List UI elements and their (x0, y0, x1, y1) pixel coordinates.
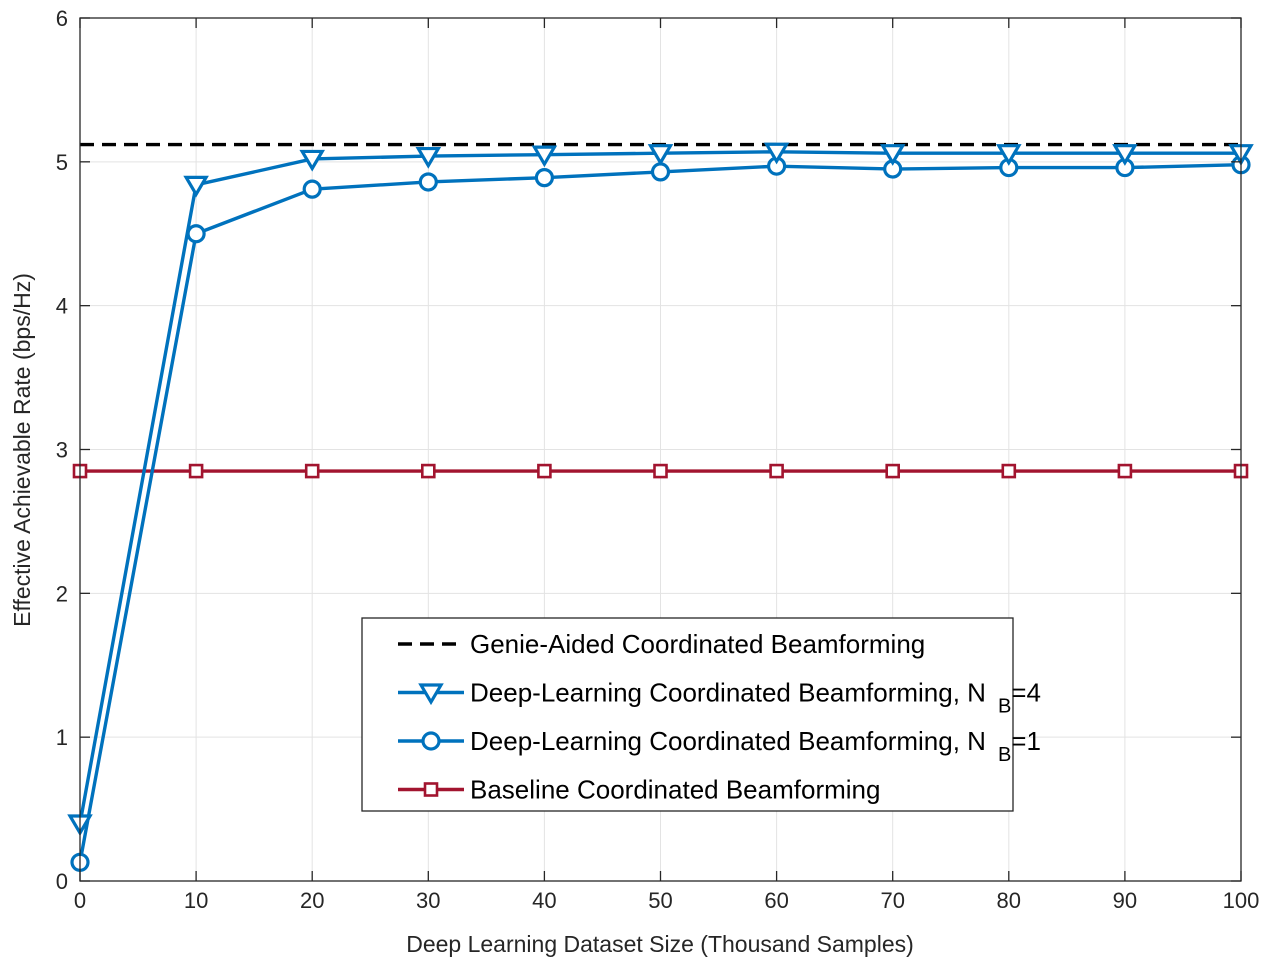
data-point-baseline (190, 465, 202, 477)
data-point-baseline (1119, 465, 1131, 477)
y-tick-label: 4 (56, 294, 68, 319)
data-point-dl1 (420, 174, 436, 190)
data-point-baseline (306, 465, 318, 477)
x-tick-label: 0 (74, 888, 86, 913)
data-point-baseline (655, 465, 667, 477)
legend-label-dl4: Deep-Learning Coordinated Beamforming, N (470, 678, 986, 708)
data-point-dl1 (653, 164, 669, 180)
data-point-dl1 (536, 170, 552, 186)
legend-item-baseline: Baseline Coordinated Beamforming (398, 775, 880, 805)
data-point-dl1 (188, 226, 204, 242)
data-point-baseline (538, 465, 550, 477)
x-tick-label: 10 (184, 888, 208, 913)
legend-label-subscript-dl4: B (998, 696, 1011, 718)
x-tick-label: 40 (532, 888, 556, 913)
x-tick-label: 30 (416, 888, 440, 913)
y-tick-label: 3 (56, 438, 68, 463)
data-point-baseline (1003, 465, 1015, 477)
legend-label-dl1: Deep-Learning Coordinated Beamforming, N (470, 726, 986, 756)
y-tick-label: 0 (56, 869, 68, 894)
x-tick-label: 90 (1113, 888, 1137, 913)
data-point-baseline (422, 465, 434, 477)
y-axis-label: Effective Achievable Rate (bps/Hz) (9, 273, 35, 627)
legend-label-genie: Genie-Aided Coordinated Beamforming (470, 629, 925, 659)
legend-marker-baseline (425, 784, 437, 796)
y-tick-label: 6 (56, 6, 68, 31)
legend-label-tail-dl4: =4 (1011, 678, 1041, 708)
x-tick-label: 100 (1223, 888, 1260, 913)
legend-label-subscript-dl1: B (998, 744, 1011, 766)
y-tick-label: 1 (56, 725, 68, 750)
data-point-baseline (887, 465, 899, 477)
y-tick-label: 2 (56, 581, 68, 606)
legend-marker-dl1 (423, 733, 439, 749)
legend-item-genie: Genie-Aided Coordinated Beamforming (398, 629, 925, 659)
y-tick-label: 5 (56, 150, 68, 175)
x-axis-label: Deep Learning Dataset Size (Thousand Sam… (406, 931, 914, 957)
legend: Genie-Aided Coordinated Beamforming Deep-… (362, 618, 1041, 811)
x-tick-label: 60 (764, 888, 788, 913)
x-tick-label: 80 (997, 888, 1021, 913)
data-point-baseline (771, 465, 783, 477)
x-tick-label: 70 (880, 888, 904, 913)
legend-label-tail-dl1: =1 (1011, 726, 1041, 756)
data-point-dl1 (304, 181, 320, 197)
legend-label-baseline: Baseline Coordinated Beamforming (470, 775, 880, 805)
x-tick-label: 50 (648, 888, 672, 913)
x-tick-label: 20 (300, 888, 324, 913)
